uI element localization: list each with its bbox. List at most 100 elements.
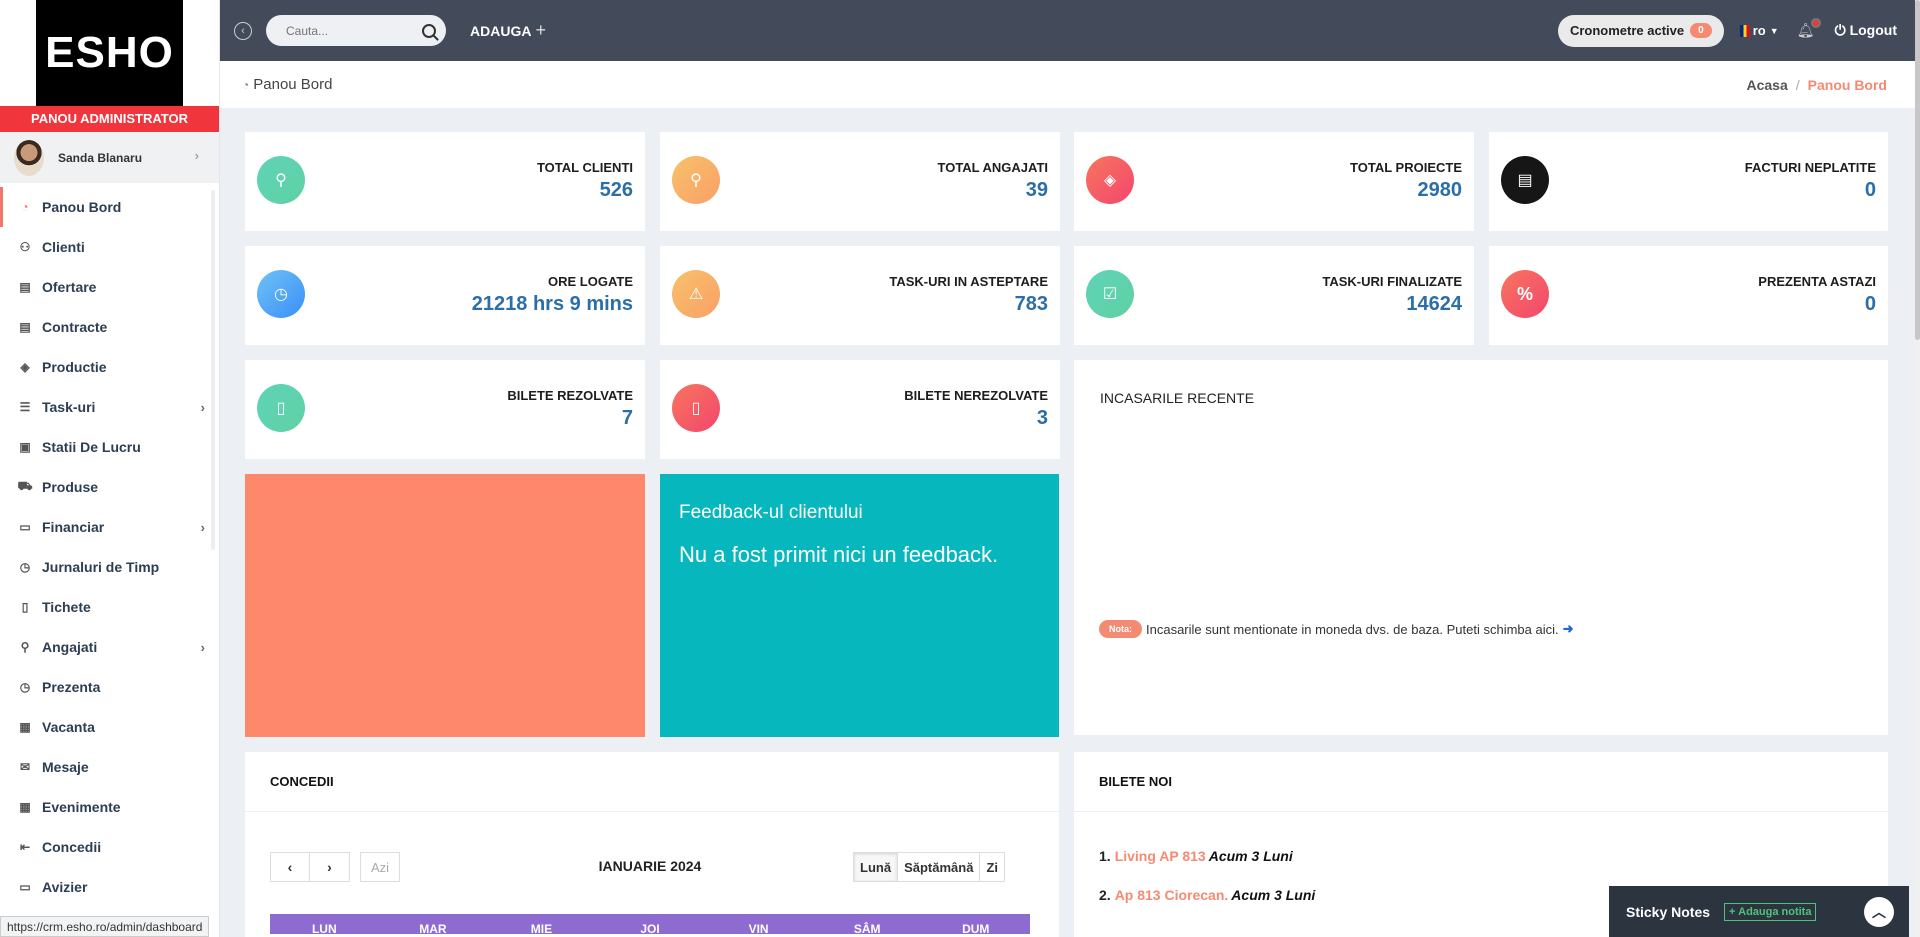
sidebar-item-label: Avizier [42, 879, 88, 895]
active-timers-button[interactable]: Cronometre active 0 [1557, 14, 1724, 47]
sidebar-item-ofertare[interactable]: ▤ Ofertare [0, 267, 219, 307]
language-selector[interactable]: ro ▼ [1739, 23, 1779, 38]
breadcrumb: Acasa / Panou Bord [1747, 77, 1888, 93]
sidebar-item-productie[interactable]: ◈ Productie [0, 347, 219, 387]
view-day-button[interactable]: Zi [980, 852, 1005, 882]
stat-label: TOTAL PROIECTE [1350, 160, 1462, 175]
sidebar-item-prezenta[interactable]: ◷ Prezenta [0, 667, 219, 707]
chevron-right-icon: › [200, 519, 205, 535]
stat-card[interactable]: ▤ FACTURI NEPLATITE 0 [1489, 132, 1888, 231]
layers-icon: ◈ [1086, 156, 1134, 204]
sidebar-item-tichete[interactable]: ▯ Tichete [0, 587, 219, 627]
sidebar-item-concedii[interactable]: ⇤ Concedii [0, 827, 219, 867]
logout-label: Logout [1849, 22, 1897, 38]
sidebar-scrollbar[interactable] [211, 190, 215, 550]
add-button[interactable]: ADAUGA + [470, 20, 546, 41]
sidebar: ESHO PANOU ADMINISTRATOR Sanda Blanaru ›… [0, 0, 220, 937]
user-name: Sanda Blanaru [58, 150, 143, 165]
breadcrumb-home[interactable]: Acasa [1746, 76, 1788, 93]
chevron-right-icon: › [194, 148, 199, 163]
search-box[interactable] [266, 15, 446, 46]
search-icon[interactable] [422, 23, 436, 38]
sidebar-item-avizier[interactable]: ▭ Avizier [0, 867, 219, 907]
sidebar-nav: ◔ Panou Bord ⚇ Clienti ▤ Ofertare ▤ Contracte ◈ P… [0, 183, 219, 907]
add-note-button[interactable]: + Adauga notita [1724, 902, 1817, 921]
stat-value: 2980 [1417, 179, 1463, 201]
stat-value: 3 [1036, 407, 1048, 429]
sidebar-item-label: Angajati [42, 639, 98, 655]
stat-card[interactable]: ⚲ TOTAL CLIENTI 526 [245, 132, 645, 231]
sidebar-item-contracte[interactable]: ▤ Contracte [0, 307, 219, 347]
esho-logo[interactable]: ESHO [36, 0, 183, 106]
sidebar-item-label: Ofertare [42, 279, 97, 295]
tasks-icon: ☰ [19, 400, 31, 414]
sidebar-item-clienti[interactable]: ⚇ Clienti [0, 227, 219, 267]
power-icon: ⏻ [1834, 22, 1846, 38]
calendar-today-button[interactable]: Azi [360, 852, 400, 882]
sidebar-item-label: Productie [42, 359, 107, 375]
stat-card[interactable]: ⚠ TASK-URI IN ASTEPTARE 783 [660, 246, 1060, 345]
romania-flag-icon [1739, 24, 1750, 37]
breadcrumb-separator: / [1795, 76, 1800, 93]
stat-card[interactable]: ▯ BILETE NEREZOLVATE 3 [660, 360, 1060, 459]
sidebar-item-vacanta[interactable]: ▦ Vacanta [0, 707, 219, 747]
collapse-sidebar-icon[interactable]: ‹ [234, 21, 252, 40]
stat-label: BILETE REZOLVATE [507, 388, 633, 403]
stat-card[interactable]: ◈ TOTAL PROIECTE 2980 [1074, 132, 1474, 231]
logout-arrow-icon: ⇤ [19, 840, 31, 854]
sidebar-item-label: Mesaje [42, 759, 89, 775]
sidebar-item-evenimente[interactable]: ▦ Evenimente [0, 787, 219, 827]
sidebar-item-financiar[interactable]: ▭ Financiar › [0, 507, 219, 547]
new-tickets-title: BILETE NOI [1074, 752, 1888, 812]
stat-label: TASK-URI IN ASTEPTARE [889, 274, 1048, 289]
feedback-title: Feedback-ul clientului [679, 502, 863, 523]
chevron-up-icon[interactable]: ︿ [1864, 896, 1894, 927]
clock-icon: ◷ [19, 560, 31, 574]
calendar-day: JOI [640, 922, 660, 936]
calendar-views: Lună Săptămână Zi [853, 852, 1005, 882]
page-scrollbar-thumb[interactable] [1915, 0, 1920, 340]
stat-card[interactable]: ⚲ TOTAL ANGAJATI 39 [660, 132, 1060, 231]
sidebar-item-task-uri[interactable]: ☰ Task-uri › [0, 387, 219, 427]
ticket-link[interactable]: Ap 813 Ciorecan. [1114, 887, 1229, 903]
ticket-age: Acum 3 Luni [1208, 848, 1293, 864]
view-month-button[interactable]: Lună [853, 852, 899, 882]
ticket-number: 1. [1099, 848, 1111, 864]
logout-button[interactable]: ⏻ Logout [1835, 22, 1897, 39]
view-week-button[interactable]: Săptămână [898, 852, 981, 882]
calendar-day: MIE [530, 922, 553, 936]
dashboard-icon: ◔ [242, 77, 250, 92]
stat-card[interactable]: ◷ ORE LOGATE 21218 hrs 9 mins [245, 246, 645, 345]
stat-card[interactable]: % PREZENTA ASTAZI 0 [1489, 246, 1888, 345]
invoice-icon: ▤ [1501, 156, 1549, 204]
calendar-prev-icon[interactable]: ‹ [270, 852, 310, 882]
search-input[interactable] [286, 23, 416, 38]
user-icon: ⚲ [672, 156, 720, 204]
calendar-next-icon[interactable]: › [310, 852, 350, 882]
page-header: ◔ Panou Bord Acasa / Panou Bord [220, 61, 1915, 108]
stat-value: 526 [599, 179, 633, 201]
sidebar-item-jurnaluri-de-timp[interactable]: ◷ Jurnaluri de Timp [0, 547, 219, 587]
calendar-day-header: LUN MAR MIE JOI VIN SÂM DUM [270, 914, 1030, 936]
user-profile[interactable]: Sanda Blanaru › [0, 132, 219, 183]
calendar-day: SÂM [853, 922, 881, 936]
stat-card[interactable]: ☑ TASK-URI FINALIZATE 14624 [1074, 246, 1474, 345]
stat-card[interactable]: ▯ BILETE REZOLVATE 7 [245, 360, 645, 459]
timers-label: Cronometre active [1569, 23, 1685, 38]
sidebar-item-panou-bord[interactable]: ◔ Panou Bord [0, 187, 219, 227]
user-icon: ⚲ [257, 156, 305, 204]
sidebar-item-statii-de-lucru[interactable]: ▣ Statii De Lucru [0, 427, 219, 467]
check-icon: ☑ [1086, 270, 1134, 318]
ticket-link[interactable]: Living AP 813 [1114, 848, 1206, 864]
page-title-text: Panou Bord [253, 76, 333, 93]
arrow-right-icon[interactable]: ➜ [1562, 621, 1574, 636]
notifications-bell-icon[interactable]: 🔔︎ [1797, 17, 1821, 40]
dashboard-icon: ◔ [21, 200, 29, 214]
page-scrollbar[interactable] [1915, 0, 1920, 937]
document-icon: ▤ [19, 280, 31, 294]
sidebar-item-mesaje[interactable]: ✉ Mesaje [0, 747, 219, 787]
sidebar-item-angajati[interactable]: ⚲ Angajati › [0, 627, 219, 667]
sidebar-item-produse[interactable]: ⛟ Produse [0, 467, 219, 507]
leave-title: CONCEDII [245, 752, 1059, 812]
ticket-age: Acum 3 Luni [1231, 887, 1316, 903]
